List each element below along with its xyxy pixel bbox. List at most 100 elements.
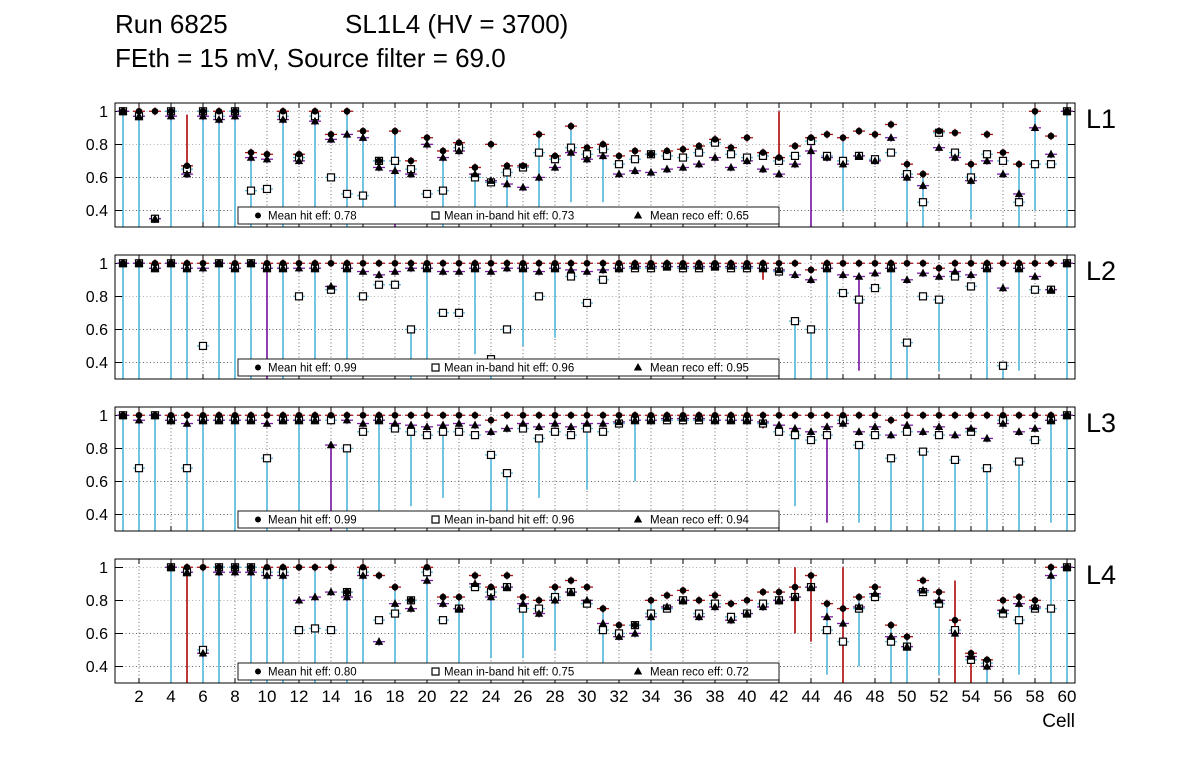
hit-circle-marker xyxy=(215,411,223,419)
reco-triangle-marker xyxy=(566,422,576,431)
reco-triangle-marker xyxy=(246,153,256,161)
hit-circle-marker xyxy=(119,107,127,115)
reco-triangle-marker xyxy=(854,427,864,435)
y-tick-label: 0.8 xyxy=(86,137,108,154)
reco-triangle-marker xyxy=(774,265,784,274)
reco-triangle-marker xyxy=(982,156,992,165)
hit-circle-marker xyxy=(343,107,351,115)
reco-triangle-marker xyxy=(1030,272,1040,280)
reco-triangle-marker xyxy=(598,419,608,427)
reco-triangle-marker xyxy=(438,153,448,161)
reco-triangle-marker xyxy=(742,415,752,424)
reco-triangle-marker xyxy=(886,133,896,141)
reco-triangle-marker xyxy=(518,599,528,607)
panel-L4: 1 0.8 0.6 0.4 Mean hit eff: 0.80 Mean in-band… xyxy=(86,558,1076,684)
inband-square-marker xyxy=(582,298,592,308)
hit-circle-marker xyxy=(311,107,319,115)
reco-triangle-marker xyxy=(230,567,240,576)
hit-circle-marker xyxy=(407,259,415,267)
reco-triangle-marker xyxy=(902,275,912,283)
legend-reco-label: Mean reco eff: 0.72 xyxy=(650,667,749,679)
reco-triangle-marker xyxy=(278,571,288,579)
point-error-bars-L3 xyxy=(117,411,1073,478)
reco-triangle-marker xyxy=(934,143,944,151)
hit-circle-marker xyxy=(855,127,863,135)
reco-triangle-marker xyxy=(742,156,752,165)
hit-circle-marker xyxy=(903,633,911,641)
hit-circle-marker xyxy=(279,411,287,419)
x-tick-label: 38 xyxy=(706,687,725,706)
reco-triangle-marker xyxy=(390,599,400,607)
hit-circle-marker xyxy=(167,259,175,267)
inband-square-marker xyxy=(790,317,800,326)
hit-circle-marker xyxy=(967,411,975,419)
reco-triangle-marker xyxy=(582,595,592,604)
reco-triangle-marker xyxy=(454,419,464,427)
reco-triangle-marker xyxy=(326,587,336,596)
hit-circle-marker xyxy=(743,134,751,142)
hit-circle-marker xyxy=(615,621,623,629)
hit-circle-marker xyxy=(391,583,399,591)
inband-square-marker xyxy=(534,292,544,301)
inband-square-marker xyxy=(694,148,704,157)
y-tick-label: 0.4 xyxy=(86,203,108,220)
hit-circle-marker xyxy=(695,259,703,267)
hit-circle-marker xyxy=(599,411,607,419)
reco-triangle-marker xyxy=(710,415,720,424)
inband-square-marker xyxy=(1030,285,1040,294)
inband-square-marker xyxy=(486,450,496,460)
hit-circle-marker xyxy=(391,411,399,419)
reco-triangle-marker xyxy=(1014,599,1024,607)
hit-circle-marker xyxy=(199,563,207,571)
reco-triangle-marker xyxy=(182,263,192,272)
reco-triangle-marker xyxy=(598,619,608,627)
inband-square-marker xyxy=(950,455,960,465)
hit-circle-marker xyxy=(423,259,431,267)
legend-reco-label: Mean reco eff: 0.94 xyxy=(650,515,749,527)
reco-triangle-marker xyxy=(422,263,432,272)
reco-triangle-marker xyxy=(566,265,576,274)
hit-circle-marker xyxy=(839,605,847,612)
legend-inband-square-icon xyxy=(431,211,440,220)
hit-circle-marker xyxy=(215,259,223,267)
legend-inband-square-icon xyxy=(431,515,440,524)
reco-triangle-marker xyxy=(838,159,848,168)
inband-square-marker xyxy=(550,427,560,436)
inband-square-marker xyxy=(342,444,352,453)
reco-triangle-marker xyxy=(1046,571,1056,579)
legend-reco-triangle-icon xyxy=(633,667,643,675)
reco-triangle-marker xyxy=(1030,123,1040,131)
reco-triangle-marker xyxy=(1030,424,1040,432)
hit-circle-marker xyxy=(839,134,847,142)
reco-triangle-marker xyxy=(822,612,832,621)
reco-triangle-marker xyxy=(838,619,848,627)
inband-square-marker xyxy=(422,431,432,440)
inband-square-marker xyxy=(1046,160,1056,169)
reco-triangle-marker xyxy=(294,263,304,272)
reco-triangle-marker xyxy=(982,434,992,442)
inband-square-marker xyxy=(438,427,448,436)
reco-triangle-marker xyxy=(470,263,480,272)
hit-circle-marker xyxy=(903,259,911,267)
reco-triangle-marker xyxy=(870,156,880,165)
x-tick-label: 28 xyxy=(546,687,565,706)
reco-triangle-marker xyxy=(294,156,304,165)
hit-circle-marker xyxy=(375,157,383,165)
x-tick-label: 18 xyxy=(386,687,405,706)
hit-circle-marker xyxy=(1047,132,1055,140)
inband-square-marker xyxy=(438,308,448,317)
reco-triangle-marker xyxy=(198,648,208,657)
hit-circle-marker xyxy=(935,264,943,272)
hit-circle-marker xyxy=(247,149,255,156)
reco-triangle-marker xyxy=(342,130,352,138)
reco-triangle-marker xyxy=(726,615,736,624)
legend-L3: Mean hit eff: 0.99 Mean in-band hit eff: … xyxy=(237,510,780,529)
inband-square-marker xyxy=(406,325,416,334)
point-error-bars-L2 xyxy=(117,259,1073,370)
reco-triangle-marker xyxy=(358,133,368,141)
hit-circle-marker xyxy=(727,259,735,267)
x-tick-label: 48 xyxy=(866,687,885,706)
reco-triangle-marker xyxy=(358,267,368,275)
hit-circle-marker xyxy=(1031,411,1039,419)
reco-triangle-marker xyxy=(806,427,816,435)
